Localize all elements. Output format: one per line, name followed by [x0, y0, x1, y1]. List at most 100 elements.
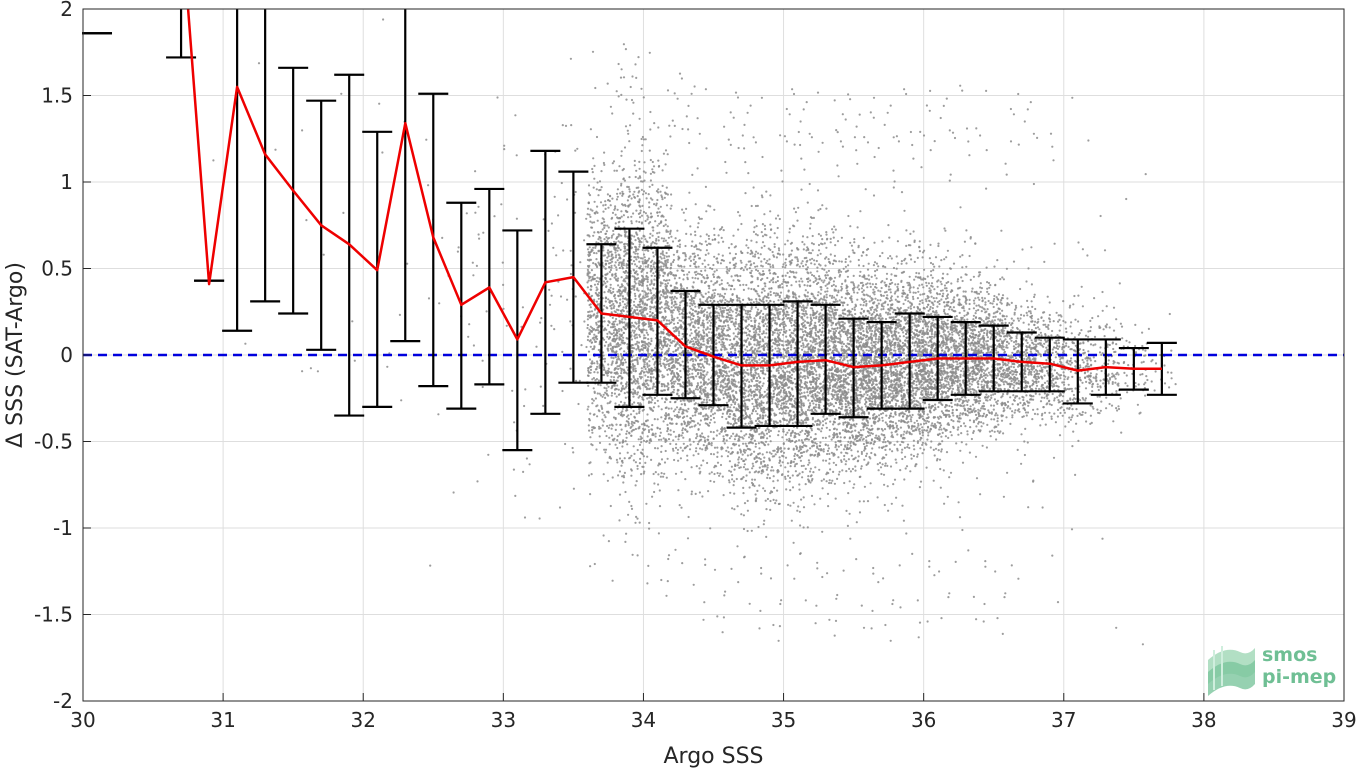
scatter-point [608, 336, 612, 339]
scatter-point [636, 344, 639, 347]
scatter-point [673, 401, 677, 404]
scatter-point [600, 170, 603, 173]
scatter-point [749, 104, 752, 107]
scatter-point [643, 314, 646, 317]
scatter-point [636, 393, 639, 396]
scatter-point [687, 104, 690, 107]
scatter-point [665, 289, 668, 292]
scatter-point [739, 274, 742, 278]
scatter-point [723, 442, 726, 445]
scatter-point [699, 419, 703, 422]
scatter-point [700, 324, 703, 327]
scatter-point [638, 407, 641, 410]
scatter-point [600, 186, 603, 189]
scatter-point [691, 308, 695, 312]
scatter-point [689, 443, 692, 446]
scatter-point [630, 215, 633, 218]
scatter-point [659, 205, 662, 208]
scatter-point [664, 412, 668, 415]
scatter-point [737, 146, 740, 150]
scatter-point [612, 287, 615, 290]
scatter-point [738, 444, 741, 447]
scatter-point [657, 473, 660, 476]
scatter-point [595, 328, 598, 331]
scatter-point [588, 251, 591, 254]
scatter-point [676, 245, 679, 248]
scatter-point [718, 314, 721, 317]
scatter-point [737, 381, 740, 384]
scatter-point [617, 327, 621, 331]
scatter-point [700, 273, 704, 277]
scatter-point [351, 320, 354, 323]
scatter-point [681, 317, 684, 320]
scatter-point [633, 164, 636, 167]
scatter-point [675, 297, 678, 300]
scatter-point [700, 269, 703, 273]
scatter-point [671, 378, 674, 381]
scatter-point [631, 429, 634, 432]
scatter-point [659, 190, 662, 193]
scatter-point [636, 308, 639, 311]
scatter-point [626, 252, 629, 255]
scatter-point [658, 360, 662, 363]
scatter-point [676, 448, 680, 451]
scatter-point [712, 283, 715, 286]
scatter-point [593, 562, 596, 566]
scatter-point [682, 409, 686, 412]
scatter-point [721, 631, 724, 634]
scatter-point [683, 415, 686, 418]
scatter-point [732, 338, 736, 341]
scatter-point [660, 445, 663, 448]
scatter-point [622, 309, 625, 313]
scatter-point [676, 269, 679, 272]
scatter-point [658, 505, 662, 508]
scatter-point [687, 379, 691, 382]
scatter-point [704, 185, 708, 188]
scatter-point [608, 301, 611, 304]
scatter-point [626, 310, 629, 313]
scatter-point [706, 301, 709, 304]
scatter-point [590, 288, 593, 291]
scatter-point [648, 364, 651, 367]
scatter-point [658, 311, 662, 315]
scatter-point [677, 347, 680, 350]
scatter-point [598, 392, 601, 395]
scatter-point [706, 371, 709, 374]
scatter-point [713, 255, 716, 258]
scatter-point [632, 409, 635, 413]
scatter-point [593, 221, 596, 224]
scatter-point [657, 464, 660, 467]
scatter-point [705, 318, 708, 321]
scatter-point [595, 258, 598, 261]
scatter-point [602, 161, 606, 165]
scatter-point [696, 384, 700, 387]
scatter-point [668, 296, 672, 299]
scatter-point [685, 232, 688, 235]
scatter-point [726, 282, 729, 285]
scatter-point [605, 328, 608, 331]
scatter-point [624, 48, 628, 51]
scatter-point [651, 259, 654, 262]
scatter-point [641, 257, 644, 260]
scatter-point [638, 410, 641, 413]
scatter-point [515, 217, 519, 220]
scatter-point [641, 302, 644, 305]
scatter-point [667, 363, 670, 366]
scatter-point [713, 270, 716, 273]
scatter-point [656, 447, 659, 450]
scatter-point [709, 267, 712, 270]
scatter-point [591, 431, 594, 434]
scatter-point [598, 425, 601, 428]
scatter-point [677, 459, 680, 462]
scatter-point [613, 305, 616, 308]
scatter-point [670, 292, 673, 295]
scatter-point [650, 376, 653, 379]
scatter-point [594, 335, 597, 338]
scatter-point [586, 326, 589, 330]
scatter-point [686, 430, 689, 433]
scatter-point [642, 439, 646, 442]
scatter-point [648, 521, 651, 525]
scatter-point [678, 245, 681, 249]
scatter-point [619, 363, 622, 366]
scatter-point [693, 321, 696, 324]
